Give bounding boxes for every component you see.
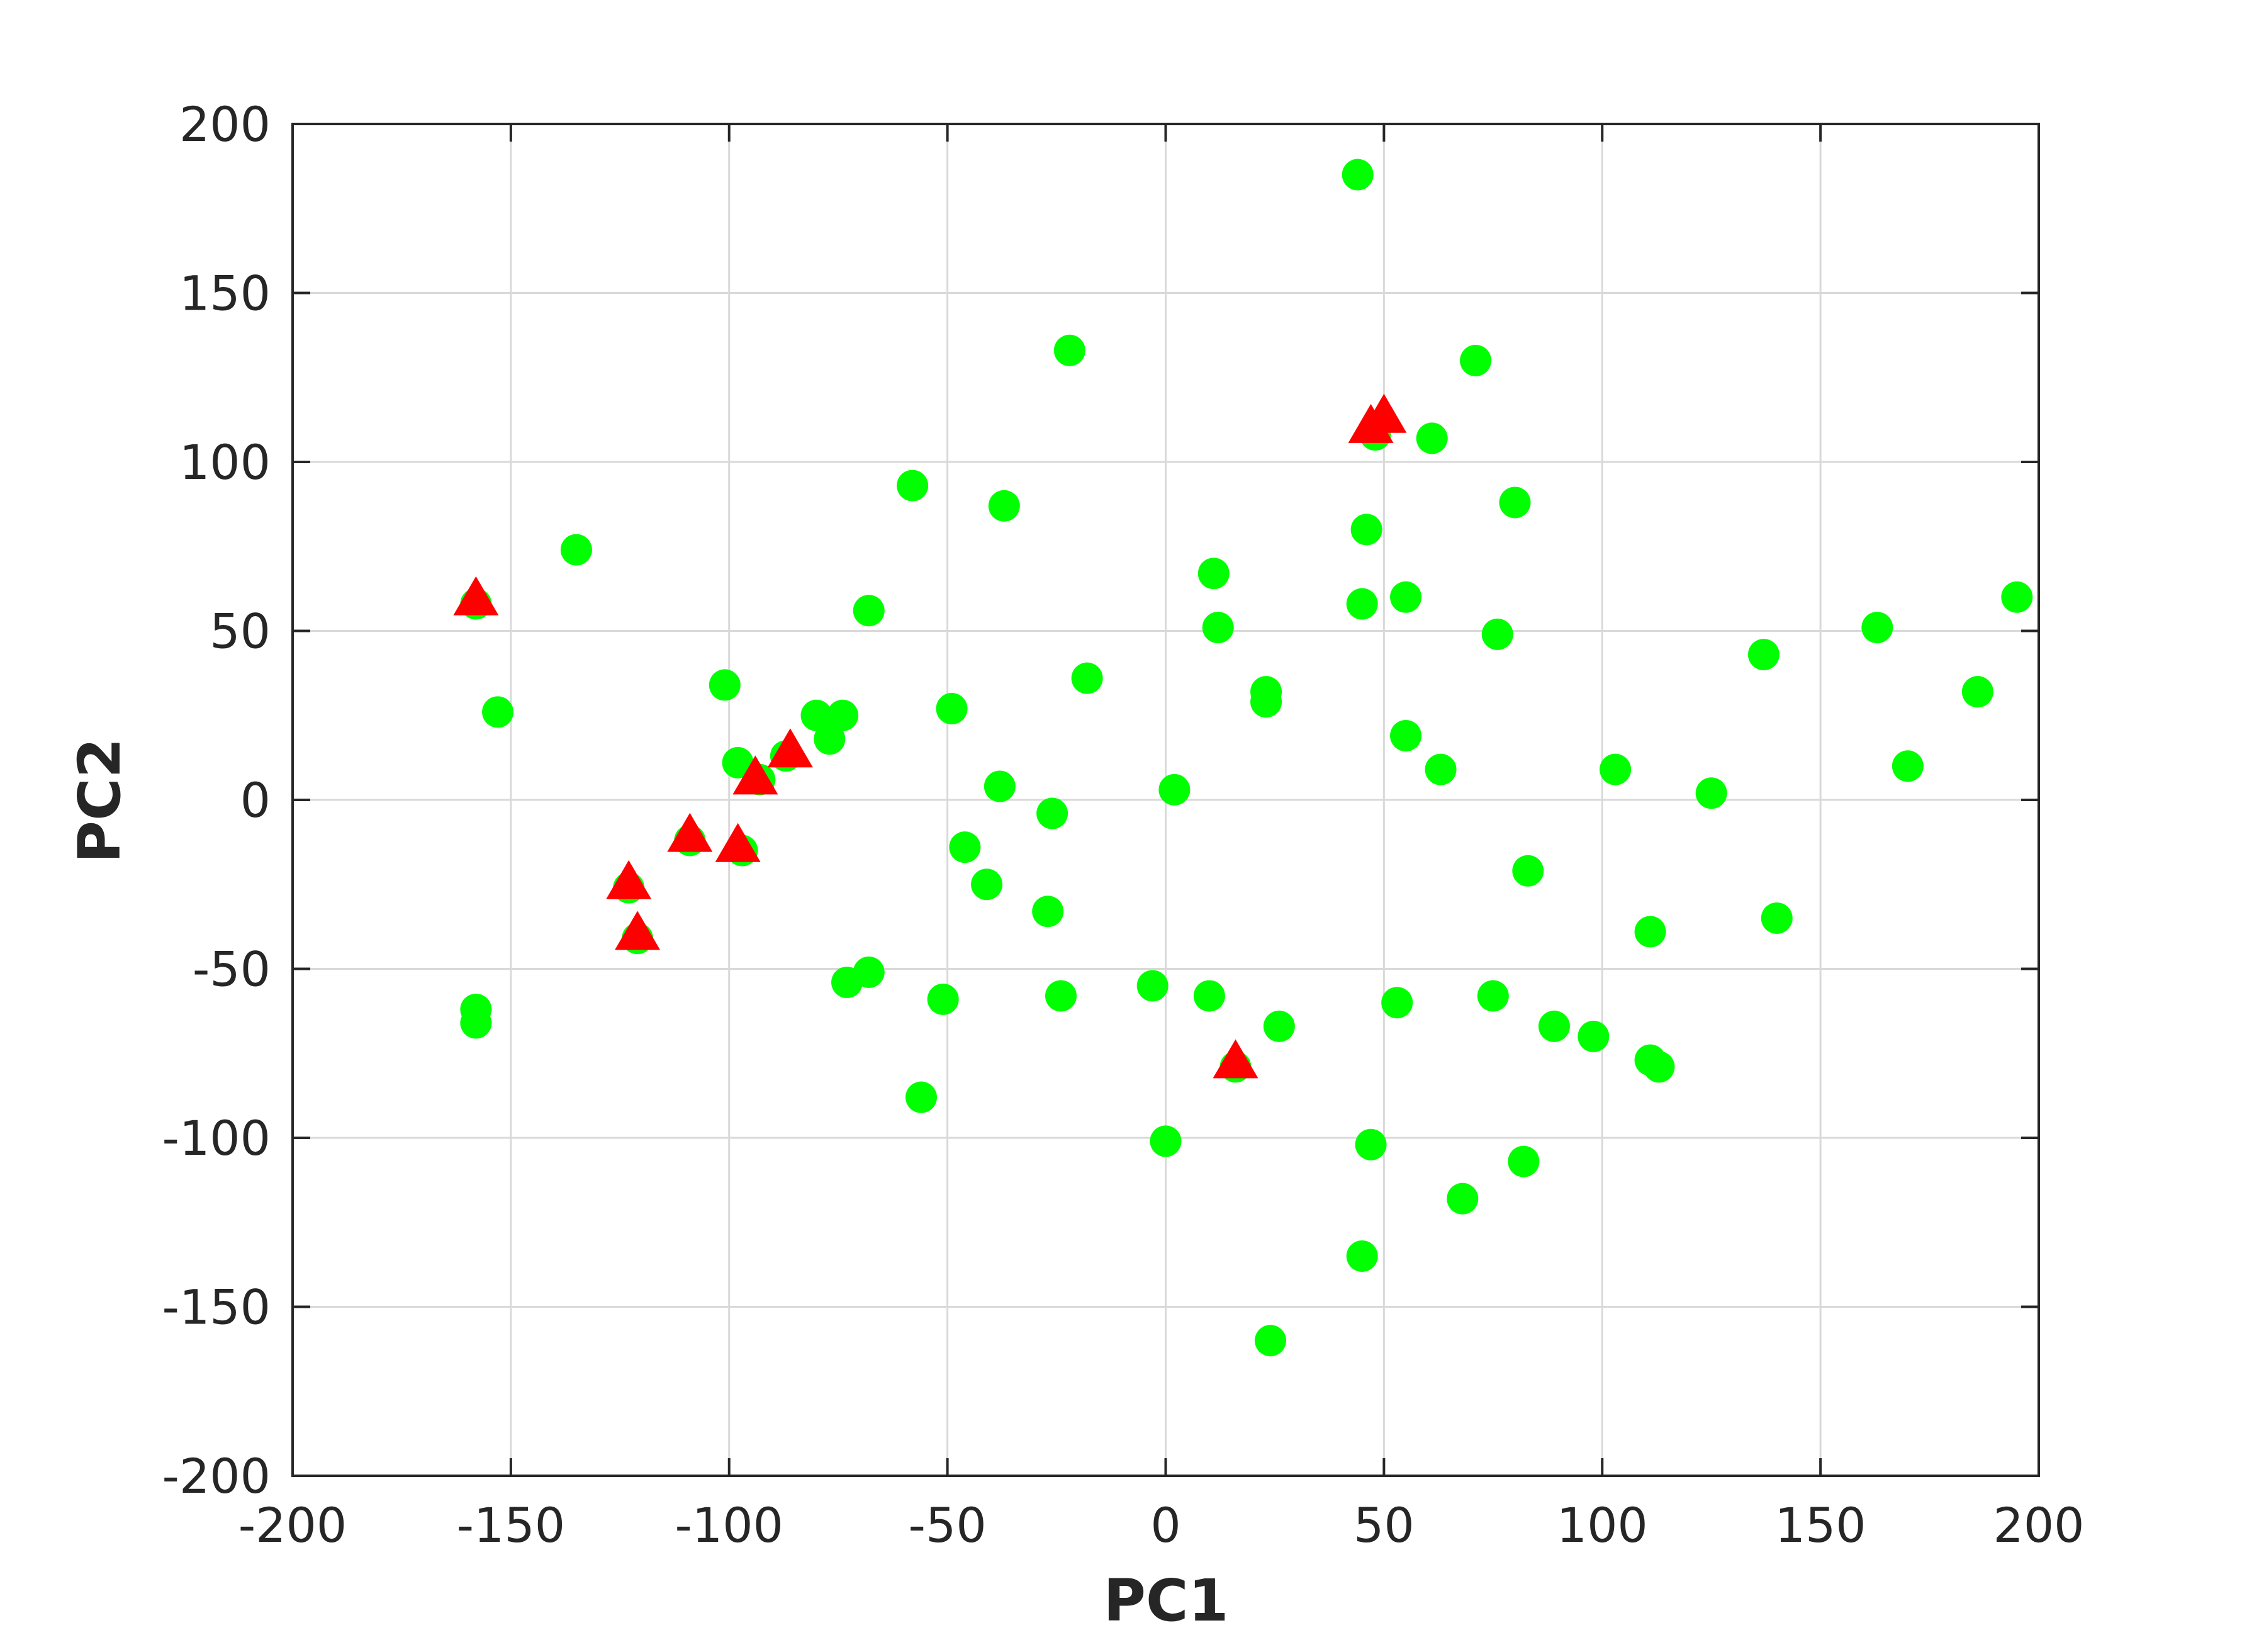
y-tick-label: 150 [179,266,271,322]
data-point-circle [1460,344,1492,376]
data-point-triangle [732,755,778,795]
data-point-circle [853,595,885,627]
data-point-circle [1197,558,1230,590]
data-point-circle [1255,1325,1286,1357]
data-point-circle [1499,486,1531,519]
data-point-circle [1416,422,1448,454]
data-point-circle [1150,1125,1182,1157]
x-tick-label: 150 [1775,1497,1866,1553]
x-tick-label: 0 [1150,1497,1180,1553]
data-point-circle [1390,581,1422,613]
data-point-circle [927,983,959,1015]
data-point-triangle [1361,393,1407,433]
tick-marks [291,123,2040,1477]
data-point-triangle [606,860,652,899]
data-point-circle [1538,1010,1570,1042]
data-point-circle [984,770,1016,802]
data-point-triangle [715,823,761,862]
y-tick-label: -100 [162,1110,271,1166]
data-point-circle [1425,753,1457,785]
data-point-circle [1508,1145,1540,1177]
y-axis-title: PC2 [66,738,133,863]
data-point-circle [905,1081,937,1113]
data-point-circle [1202,612,1234,644]
y-tick-label: -150 [162,1279,271,1335]
data-point-circle [949,831,981,863]
data-point-circle [560,534,592,566]
data-point-circle [1193,980,1225,1012]
data-point-triangle [453,576,499,615]
data-point-circle [831,966,863,998]
data-point-circle [1390,719,1422,751]
data-point-circle [709,669,741,701]
data-point-circle [1355,1128,1387,1160]
y-tick-label: -200 [162,1448,271,1504]
data-point-circle [1961,676,1993,708]
data-point-circle [1600,753,1632,785]
x-tick-label: -150 [457,1497,565,1553]
data-point-circle [1477,980,1509,1012]
data-point-circle [1263,1010,1295,1042]
data-point-circle [1578,1020,1610,1052]
data-point-circle [1892,750,1924,782]
data-point-circle [1036,797,1068,829]
data-point-triangle [615,911,661,950]
data-point-circle [988,490,1020,522]
data-point-circle [814,723,846,755]
x-tick-label: -100 [675,1497,783,1553]
x-tick-label: -50 [909,1497,987,1553]
x-tick-label: 50 [1354,1497,1415,1553]
data-point-circle [1447,1183,1479,1215]
y-tick-label: 0 [240,772,271,828]
y-tick-label: 200 [179,96,271,152]
data-point-triangle [1213,1039,1258,1079]
data-point-circle [800,699,832,731]
data-point-circle [1381,987,1413,1019]
x-tick-label: 200 [1993,1497,2084,1553]
data-point-circle [482,696,514,728]
data-point-triangle [767,728,813,768]
y-axis-tick-labels: -200 -150 -100 -50 0 50 100 150 200 [162,96,271,1504]
data-point-circle [827,699,859,731]
data-point-circle [1342,159,1374,191]
data-point-circle [1158,773,1191,806]
data-point-circle [1045,980,1077,1012]
data-point-circle [1053,334,1085,366]
data-point-circle [897,469,929,502]
data-point-circle [722,746,754,778]
data-point-circle [1761,902,1793,934]
data-point-circle [1634,916,1666,948]
y-tick-label: 50 [210,604,271,660]
y-tick-label: -50 [193,941,271,997]
data-markers [453,159,2033,1357]
data-point-circle [1695,777,1727,809]
data-point-circle [1643,1051,1675,1083]
data-point-circle [1032,896,1064,928]
y-tick-label: 100 [179,434,271,490]
data-point-circle [1136,970,1169,1002]
data-point-circle [936,693,968,725]
data-point-circle [1346,588,1378,620]
x-tick-label: -200 [238,1497,347,1553]
data-point-circle [1512,855,1544,887]
data-point-circle [1747,639,1780,671]
data-point-circle [1071,662,1103,694]
data-point-circle [1346,1240,1378,1272]
x-axis-title: PC1 [1104,1567,1229,1634]
data-point-circle [460,1007,492,1039]
data-point-circle [2001,581,2033,613]
x-axis-tick-labels: -200 -150 -100 -50 0 50 100 150 200 [238,1497,2085,1553]
data-point-circle [1861,612,1893,644]
data-point-circle [1250,686,1282,718]
data-point-circle [1481,618,1513,650]
data-point-triangle [667,812,713,852]
grid-lines [293,124,2039,1476]
data-point-circle [1350,514,1382,546]
x-tick-label: 100 [1557,1497,1648,1553]
data-point-circle [971,868,1003,901]
